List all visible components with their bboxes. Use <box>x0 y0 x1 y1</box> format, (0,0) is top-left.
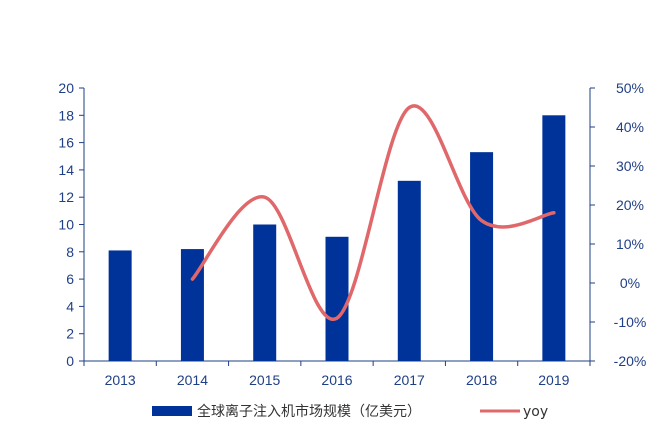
plot-area: 0 2 4 6 8 10 12 14 16 18 20 -20% -10% 0% 10% 20% 30% 40% 5… <box>58 80 646 388</box>
x-tick-label: 2018 <box>466 372 497 388</box>
x-tick-label: 2013 <box>105 372 136 388</box>
y-left-tick-label: 2 <box>66 326 74 342</box>
y-left-tick-label: 14 <box>58 162 74 178</box>
y-left-tick-label: 16 <box>58 135 74 151</box>
legend-bar-label: 全球离子注入机市场规模（亿美元） <box>197 403 421 420</box>
legend-bar-swatch <box>152 406 192 416</box>
bar <box>253 224 277 361</box>
y-right-tick-label: 20% <box>616 197 644 213</box>
x-tick-label: 2019 <box>538 372 569 388</box>
y-left-tick-label: 10 <box>58 217 74 233</box>
x-tick-label: 2015 <box>249 372 280 388</box>
legend-line-label: yoy <box>523 404 548 420</box>
y-left-tick-label: 12 <box>58 189 74 205</box>
x-tick-label: 2014 <box>177 372 208 388</box>
bar <box>180 249 204 361</box>
y-left-tick-label: 20 <box>58 80 74 96</box>
y-left-tick-label: 4 <box>66 298 74 314</box>
bar <box>325 236 349 361</box>
y-left-tick-label: 6 <box>66 271 74 287</box>
x-tick-label: 2016 <box>321 372 352 388</box>
y-right-tick-label: -20% <box>614 353 647 369</box>
y-right-tick-label: 0% <box>620 275 640 291</box>
bar <box>108 250 132 361</box>
y-right-tick-label: -10% <box>614 314 647 330</box>
y-right-tick-label: 50% <box>616 80 644 96</box>
bar <box>542 115 566 361</box>
y-right-tick-label: 30% <box>616 158 644 174</box>
y-right-tick-label: 40% <box>616 119 644 135</box>
y-left-tick-label: 0 <box>66 353 74 369</box>
legend: 全球离子注入机市场规模（亿美元） yoy <box>152 403 548 420</box>
y-left-tick-label: 8 <box>66 244 74 260</box>
y-left-tick-label: 18 <box>58 107 74 123</box>
x-tick-label: 2017 <box>394 372 425 388</box>
bar <box>397 180 421 361</box>
y-right-tick-label: 10% <box>616 236 644 252</box>
yoy-line <box>190 104 556 321</box>
bar <box>470 152 494 361</box>
